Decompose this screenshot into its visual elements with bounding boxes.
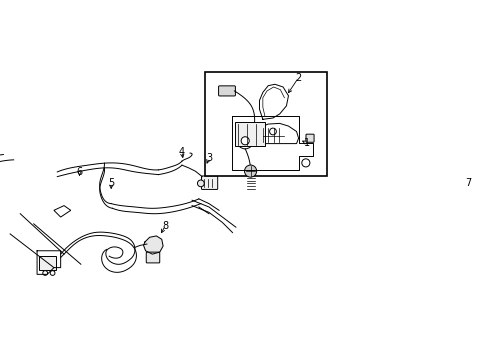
Circle shape xyxy=(237,133,253,149)
Polygon shape xyxy=(260,84,289,120)
Bar xyxy=(205,72,327,176)
Text: 3: 3 xyxy=(206,153,212,163)
Circle shape xyxy=(50,271,55,275)
Text: 6: 6 xyxy=(76,167,83,177)
Text: 8: 8 xyxy=(162,221,168,231)
Text: 1: 1 xyxy=(304,138,310,148)
FancyBboxPatch shape xyxy=(201,176,218,189)
Text: 5: 5 xyxy=(108,178,114,188)
Circle shape xyxy=(197,180,204,187)
Text: 7: 7 xyxy=(466,178,471,188)
Circle shape xyxy=(270,128,276,135)
Text: 2: 2 xyxy=(295,73,302,82)
Polygon shape xyxy=(255,123,298,144)
Circle shape xyxy=(245,165,257,177)
FancyBboxPatch shape xyxy=(146,252,160,263)
Polygon shape xyxy=(54,206,71,217)
FancyBboxPatch shape xyxy=(306,134,314,142)
Text: 4: 4 xyxy=(179,147,185,157)
Circle shape xyxy=(302,159,310,167)
Circle shape xyxy=(241,137,249,145)
Bar xyxy=(39,256,56,270)
Polygon shape xyxy=(144,236,163,254)
Bar xyxy=(235,122,266,146)
Circle shape xyxy=(43,271,48,275)
FancyBboxPatch shape xyxy=(219,86,235,96)
